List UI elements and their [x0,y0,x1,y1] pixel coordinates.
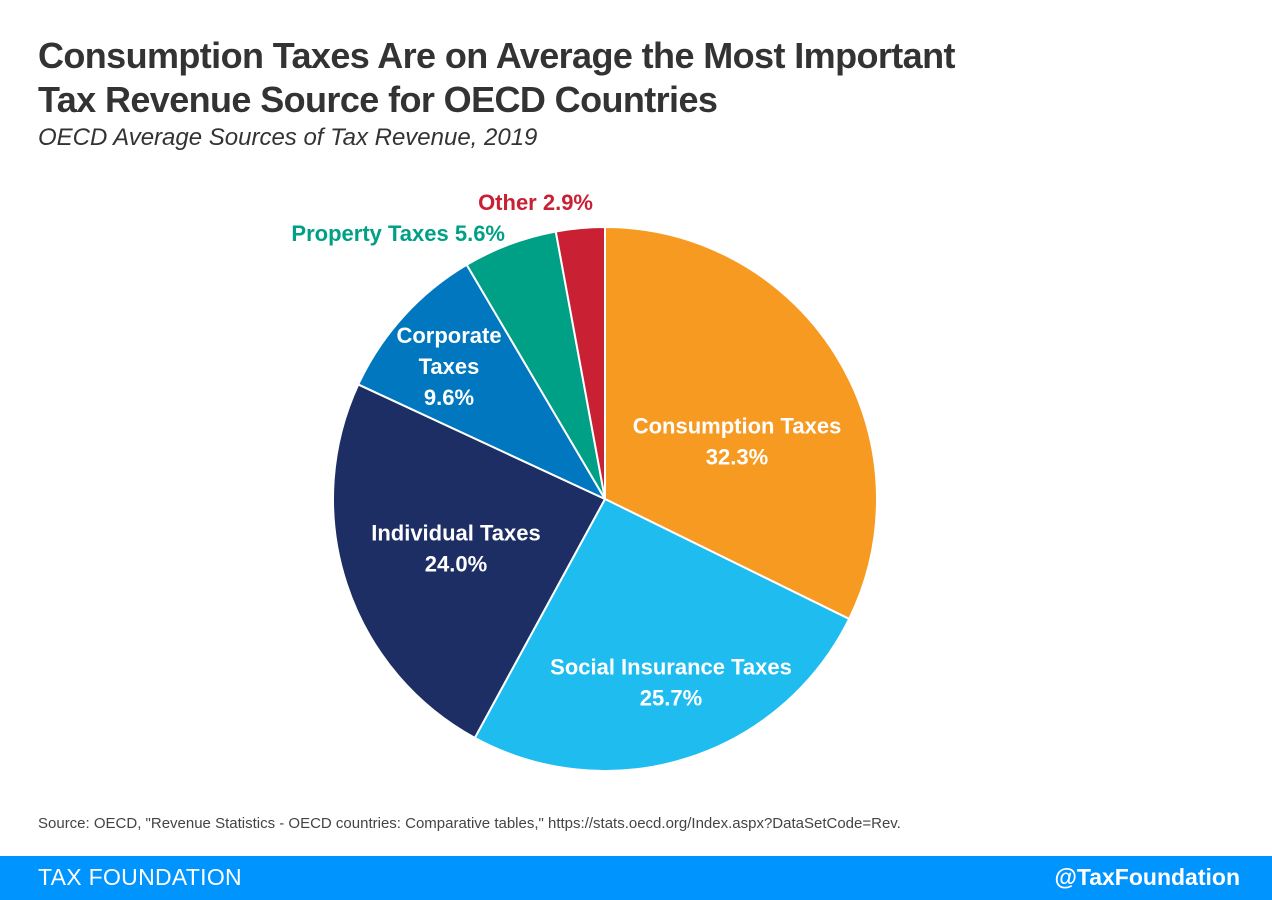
slice-label-line: 25.7% [640,686,702,711]
pie-slice-individual-taxes [332,383,606,739]
pie-slice-consumption-taxes [604,226,878,620]
slice-label-property-taxes: Property Taxes 5.6% [291,221,505,246]
social-handle: @TaxFoundation [1054,864,1240,890]
slice-label-consumption-taxes: Consumption Taxes 32.3% [633,414,842,470]
slice-label-line: Social Insurance Taxes [550,655,792,680]
chart-title-line-2: Tax Revenue Source for OECD Countries [38,79,718,120]
slice-label-other: Other 2.9% [478,190,593,215]
slice-label-line: Individual Taxes [371,521,541,546]
chart-title: Consumption Taxes Are on Average the Mos… [38,34,1138,122]
chart-subtitle: OECD Average Sources of Tax Revenue, 201… [38,124,538,151]
slice-label-line: 32.3% [706,445,768,470]
pie-slice-corporate-taxes [357,263,606,500]
slice-label-corporate-taxes: Corporate Taxes 9.6% [396,323,501,410]
source-note: Source: OECD, "Revenue Statistics - OECD… [38,815,901,832]
slice-label-line: 9.6% [424,385,474,410]
footer-bar: TAX FOUNDATION @TaxFoundation [0,856,1272,900]
slice-label-line: 24.0% [425,552,487,577]
pie-slice-other [554,226,606,500]
slice-label-line: Consumption Taxes [633,414,842,439]
slice-label-individual-taxes: Individual Taxes 24.0% [371,521,541,577]
slice-label-line: Taxes [419,354,480,379]
pie-chart: Consumption Taxes 32.3% Social Insurance T… [291,190,878,772]
slice-label-line: Corporate [396,323,501,348]
slice-label-social-insurance-taxes: Social Insurance Taxes 25.7% [550,655,792,711]
brand-name: TAX FOUNDATION [38,864,242,890]
chart-title-line-1: Consumption Taxes Are on Average the Mos… [38,35,955,76]
